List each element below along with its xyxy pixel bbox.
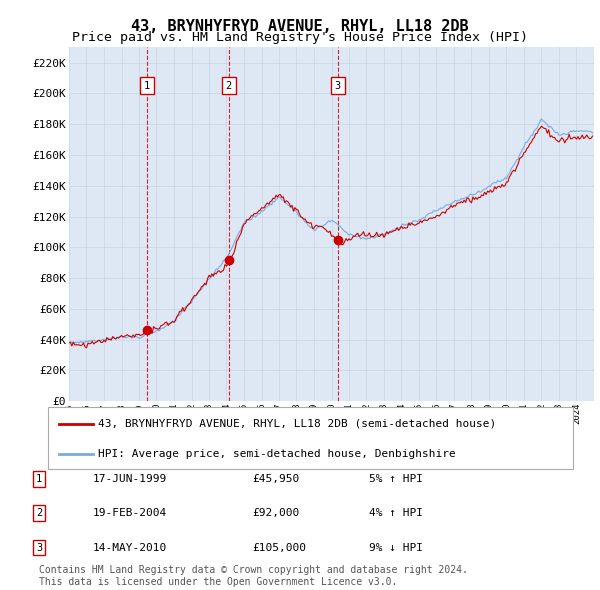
Text: Contains HM Land Registry data © Crown copyright and database right 2024.
This d: Contains HM Land Registry data © Crown c…: [39, 565, 468, 587]
Text: HPI: Average price, semi-detached house, Denbighshire: HPI: Average price, semi-detached house,…: [98, 448, 455, 458]
Text: 1: 1: [144, 81, 150, 91]
Text: £45,950: £45,950: [252, 474, 299, 484]
Text: 3: 3: [335, 81, 341, 91]
Text: 43, BRYNHYFRYD AVENUE, RHYL, LL18 2DB: 43, BRYNHYFRYD AVENUE, RHYL, LL18 2DB: [131, 19, 469, 34]
FancyBboxPatch shape: [48, 407, 573, 469]
Text: 2: 2: [36, 509, 42, 518]
Text: 43, BRYNHYFRYD AVENUE, RHYL, LL18 2DB (semi-detached house): 43, BRYNHYFRYD AVENUE, RHYL, LL18 2DB (s…: [98, 419, 496, 429]
Text: 5% ↑ HPI: 5% ↑ HPI: [369, 474, 423, 484]
Text: 17-JUN-1999: 17-JUN-1999: [93, 474, 167, 484]
Text: 2: 2: [226, 81, 232, 91]
Text: 14-MAY-2010: 14-MAY-2010: [93, 543, 167, 552]
Text: £105,000: £105,000: [252, 543, 306, 552]
Text: 9% ↓ HPI: 9% ↓ HPI: [369, 543, 423, 552]
Text: 3: 3: [36, 543, 42, 552]
Text: Price paid vs. HM Land Registry's House Price Index (HPI): Price paid vs. HM Land Registry's House …: [72, 31, 528, 44]
Text: 19-FEB-2004: 19-FEB-2004: [93, 509, 167, 518]
Text: 1: 1: [36, 474, 42, 484]
Text: £92,000: £92,000: [252, 509, 299, 518]
Text: 4% ↑ HPI: 4% ↑ HPI: [369, 509, 423, 518]
